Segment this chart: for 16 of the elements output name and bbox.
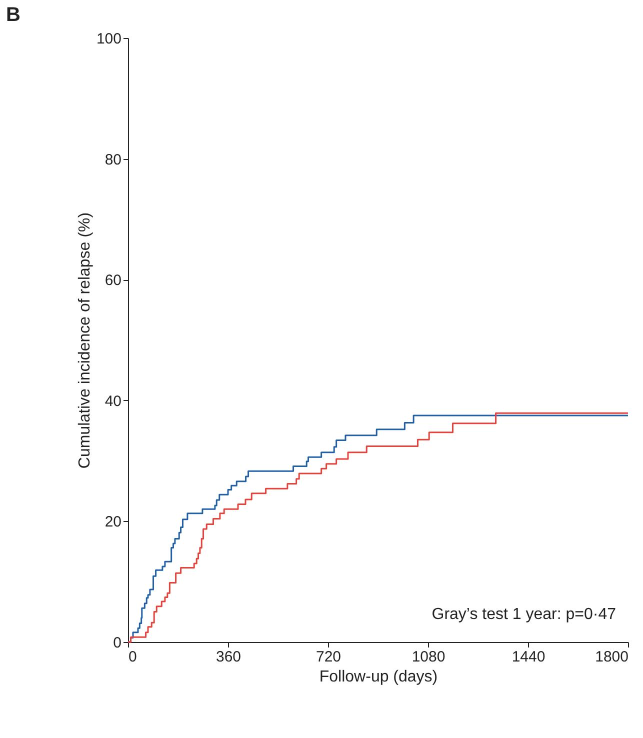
y-tick-label: 40 <box>104 392 122 410</box>
y-tick-label: 20 <box>104 514 122 531</box>
x-tick-label: 0 <box>128 648 137 666</box>
y-axis-title: Cumulative incidence of relapse (%) <box>76 212 94 469</box>
annotation: Gray’s test 1 year: p=0·47 <box>432 606 616 623</box>
y-tick-label: 100 <box>96 30 122 48</box>
chart-title: B <box>6 4 20 26</box>
y-tick-label: 80 <box>104 151 122 168</box>
x-tick-label: 360 <box>216 648 242 666</box>
x-tick-label: 1800 <box>595 648 628 666</box>
y-tick-label: 60 <box>104 272 122 290</box>
x-axis-title: Follow-up (days) <box>319 668 438 686</box>
x-tick-label: 1080 <box>412 648 446 666</box>
x-tick-label: 1440 <box>512 648 546 666</box>
x-tick-label: 720 <box>316 648 342 666</box>
y-tick-label: 0 <box>113 634 122 652</box>
